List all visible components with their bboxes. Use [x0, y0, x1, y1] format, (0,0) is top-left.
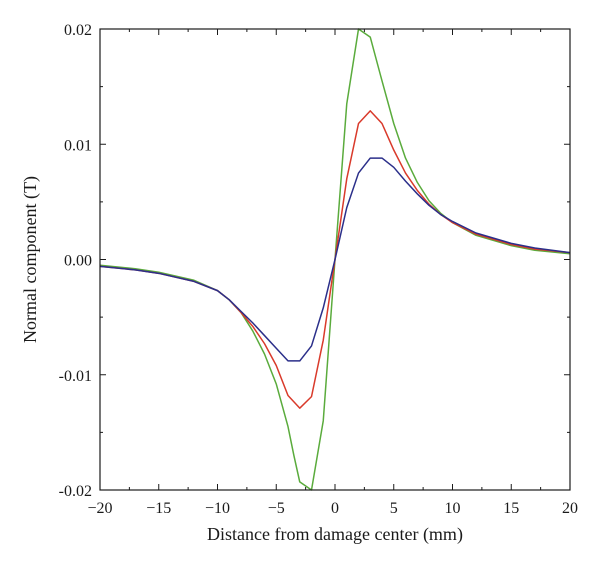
x-tick-label: −10	[205, 500, 230, 517]
y-axis-title: Normal component (T)	[20, 176, 41, 343]
x-tick-label: 10	[445, 500, 461, 517]
x-tick-label: 15	[503, 500, 519, 517]
x-axis-title: Distance from damage center (mm)	[207, 524, 463, 545]
x-tick-label: −20	[87, 500, 112, 517]
x-tick-label: −5	[268, 500, 285, 517]
x-tick-label: 0	[331, 500, 339, 517]
x-tick-label: 5	[390, 500, 398, 517]
x-tick-label: −15	[146, 500, 171, 517]
y-tick-label: 0.00	[64, 253, 92, 270]
x-tick-label: 20	[562, 500, 578, 517]
series-layer	[99, 28, 571, 491]
y-tick-label: 0.02	[64, 22, 92, 39]
x-axis: −20 −15 −10 −5 0 5 10 15 20	[87, 29, 578, 517]
y-tick-label: 0.01	[64, 137, 92, 154]
y-tick-label: -0.01	[59, 368, 92, 385]
series-line-3	[99, 157, 571, 362]
y-axis: -0.02 -0.01 0.00 0.01 0.02	[59, 22, 570, 500]
y-tick-label: -0.02	[59, 483, 92, 500]
